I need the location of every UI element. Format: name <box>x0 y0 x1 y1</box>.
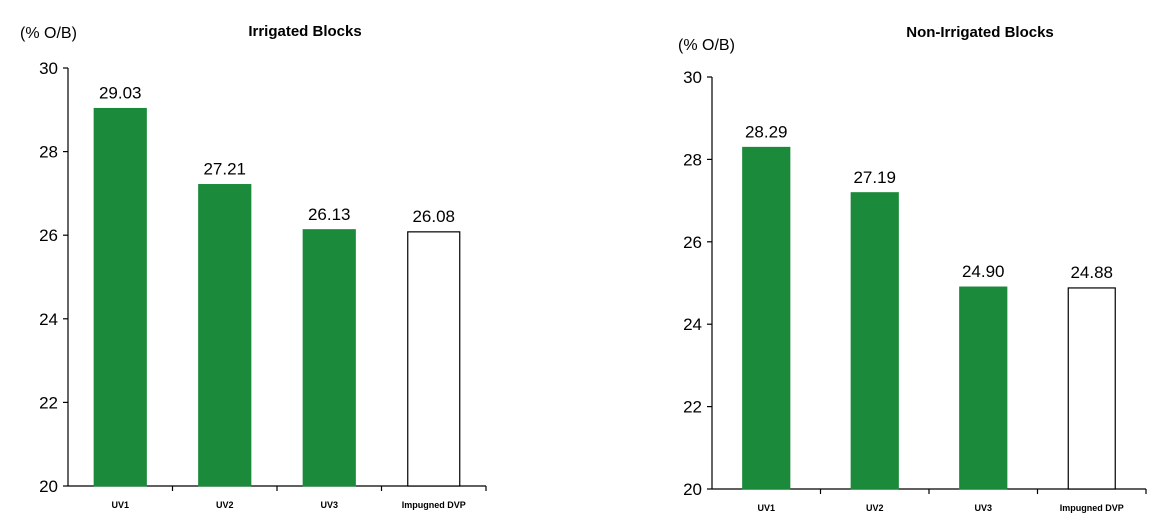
y-tick-label: 22 <box>39 393 58 412</box>
y-tick-label: 20 <box>683 480 702 499</box>
bar <box>743 147 790 489</box>
bar-value-label: 26.13 <box>308 205 351 224</box>
x-category-label: UV3 <box>320 500 338 510</box>
y-tick-label: 24 <box>683 315 702 334</box>
y-tick-label: 26 <box>39 226 58 245</box>
bar <box>960 287 1007 489</box>
y-tick-label: 24 <box>39 310 58 329</box>
y-tick-label: 20 <box>39 477 58 496</box>
bar-value-label: 29.03 <box>99 84 142 103</box>
bar <box>94 109 146 486</box>
bar-value-label: 24.90 <box>962 262 1005 281</box>
bar <box>408 232 460 486</box>
x-category-label: UV2 <box>866 503 884 513</box>
x-category-label: UV2 <box>216 500 234 510</box>
chart-non-irrigated-svg: (% O/B) Non-Irrigated Blocks 20 22 24 26 28 3… <box>660 0 1158 515</box>
x-category-label: UV1 <box>111 500 129 510</box>
chart-title: Irrigated Blocks <box>248 23 361 40</box>
bar <box>303 230 355 486</box>
plot-area: 20 22 24 26 28 30 29.03 UV1 27.21 UV2 26.13 UV3 26.0… <box>39 59 486 510</box>
x-category-label: Impugned DVP <box>402 500 466 510</box>
x-category-label: Impugned DVP <box>1060 503 1124 513</box>
plot-area: 20 22 24 26 28 30 28.29 UV1 27.19 UV2 24.90 UV3 24.8… <box>683 68 1146 513</box>
y-unit-label: (% O/B) <box>20 25 77 42</box>
x-category-label: UV1 <box>757 503 775 513</box>
y-tick-label: 30 <box>39 59 58 78</box>
y-tick-label: 22 <box>683 398 702 417</box>
bar-value-label: 27.21 <box>203 160 246 179</box>
bar-value-label: 24.88 <box>1070 263 1113 282</box>
y-unit-label: (% O/B) <box>678 37 735 54</box>
bar <box>199 185 251 486</box>
bar-value-label: 28.29 <box>745 122 788 141</box>
chart-title: Non-Irrigated Blocks <box>906 24 1054 41</box>
bar <box>1068 288 1115 489</box>
chart-irrigated-blocks: (% O/B) Irrigated Blocks 20 22 24 26 28 30 29.… <box>0 0 560 515</box>
chart-irrigated-svg: (% O/B) Irrigated Blocks 20 22 24 26 28 30 29.… <box>0 0 560 515</box>
bar <box>851 193 898 489</box>
bar-value-label: 27.19 <box>853 168 896 187</box>
y-tick-label: 28 <box>683 150 702 169</box>
x-category-label: UV3 <box>974 503 992 513</box>
chart-non-irrigated-blocks: (% O/B) Non-Irrigated Blocks 20 22 24 26 28 3… <box>660 0 1158 515</box>
y-tick-label: 28 <box>39 143 58 162</box>
y-tick-label: 30 <box>683 68 702 87</box>
y-tick-label: 26 <box>683 233 702 252</box>
bar-value-label: 26.08 <box>412 207 455 226</box>
